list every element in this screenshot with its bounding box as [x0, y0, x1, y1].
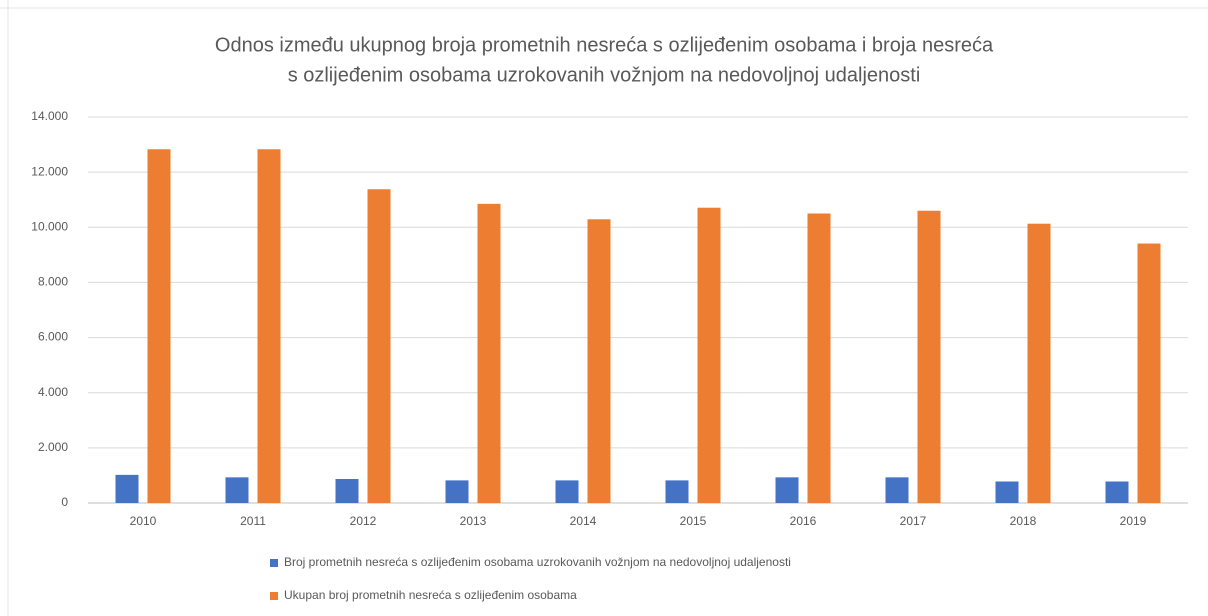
chart-title: Odnos između ukupnog broja prometnih nes…: [215, 34, 994, 56]
x-tick-label: 2015: [680, 514, 707, 528]
y-tick-label: 6.000: [38, 330, 68, 344]
bar: [697, 207, 721, 503]
bar: [1027, 223, 1051, 504]
bar: [115, 474, 139, 503]
y-tick-label: 12.000: [31, 164, 68, 178]
bar: [665, 480, 689, 503]
bar: [445, 480, 469, 503]
x-tick-label: 2012: [350, 514, 377, 528]
bar: [477, 203, 501, 503]
bar: [917, 210, 941, 503]
bar: [1105, 481, 1129, 503]
bar: [335, 479, 359, 503]
x-tick-label: 2014: [570, 514, 597, 528]
y-tick-label: 14.000: [31, 109, 68, 123]
bar: [555, 480, 579, 503]
x-tick-label: 2018: [1010, 514, 1037, 528]
bar: [995, 481, 1019, 503]
x-tick-label: 2016: [790, 514, 817, 528]
x-tick-label: 2017: [900, 514, 927, 528]
bar: [225, 477, 249, 503]
legend-swatch: [270, 559, 278, 567]
y-tick-label: 0: [61, 495, 68, 509]
chart-title: s ozlijeđenim osobama uzrokovanih vožnjo…: [288, 64, 921, 86]
legend-label: Ukupan broj prometnih nesreća s ozlijeđe…: [284, 588, 577, 602]
y-tick-label: 10.000: [31, 219, 68, 233]
x-tick-label: 2013: [460, 514, 487, 528]
x-tick-label: 2010: [130, 514, 157, 528]
x-tick-label: 2019: [1120, 514, 1147, 528]
x-tick-label: 2011: [240, 514, 266, 528]
legend-swatch: [270, 592, 278, 600]
bar: [807, 213, 831, 503]
bar: [257, 149, 281, 503]
y-tick-label: 4.000: [38, 385, 68, 399]
bar: [367, 189, 391, 504]
bar: [587, 219, 611, 504]
bar: [1137, 243, 1161, 503]
bar: [885, 477, 909, 503]
legend-label: Broj prometnih nesreća s ozlijeđenim oso…: [284, 555, 791, 569]
y-tick-label: 8.000: [38, 275, 68, 289]
y-tick-label: 2.000: [38, 440, 68, 454]
bar: [775, 477, 799, 503]
bar: [147, 149, 171, 503]
